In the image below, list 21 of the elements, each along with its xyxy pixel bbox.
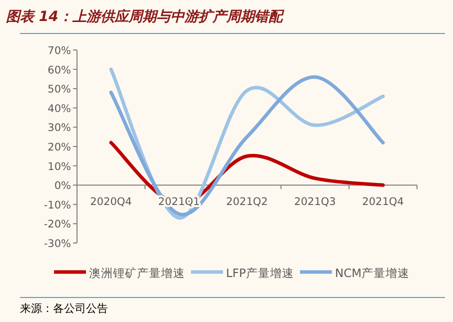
title: 图表 14：上游供应周期与中游扩产周期错配 xyxy=(6,9,282,25)
y-tick-label: 20% xyxy=(48,142,72,154)
x-tick-label: 2020Q4 xyxy=(90,196,132,208)
x-tick-label: 2021Q2 xyxy=(226,196,268,208)
y-tick-label: 50% xyxy=(48,84,72,96)
y-tick-label: 70% xyxy=(48,45,72,57)
legend-label: LFP产量增速 xyxy=(226,266,294,280)
y-tick-label: -30% xyxy=(44,238,72,250)
x-tick-label: 2021Q3 xyxy=(294,196,336,208)
x-tick-label: 2021Q4 xyxy=(362,196,404,208)
legend-label: NCM产量增速 xyxy=(334,266,410,280)
y-tick-label: 30% xyxy=(48,122,72,134)
legend-label: 澳洲锂矿产量增速 xyxy=(89,266,185,280)
source-note: 来源：各公司公告 xyxy=(20,302,108,315)
y-tick-label: -20% xyxy=(44,218,72,231)
y-tick-label: 0% xyxy=(54,180,72,192)
y-tick-label: 60% xyxy=(48,64,72,76)
y-tick-label: 10% xyxy=(48,160,72,173)
y-tick-label: -10% xyxy=(44,199,72,212)
x-tick-label: 2021Q1 xyxy=(158,196,200,208)
y-tick-label: 40% xyxy=(48,102,72,115)
